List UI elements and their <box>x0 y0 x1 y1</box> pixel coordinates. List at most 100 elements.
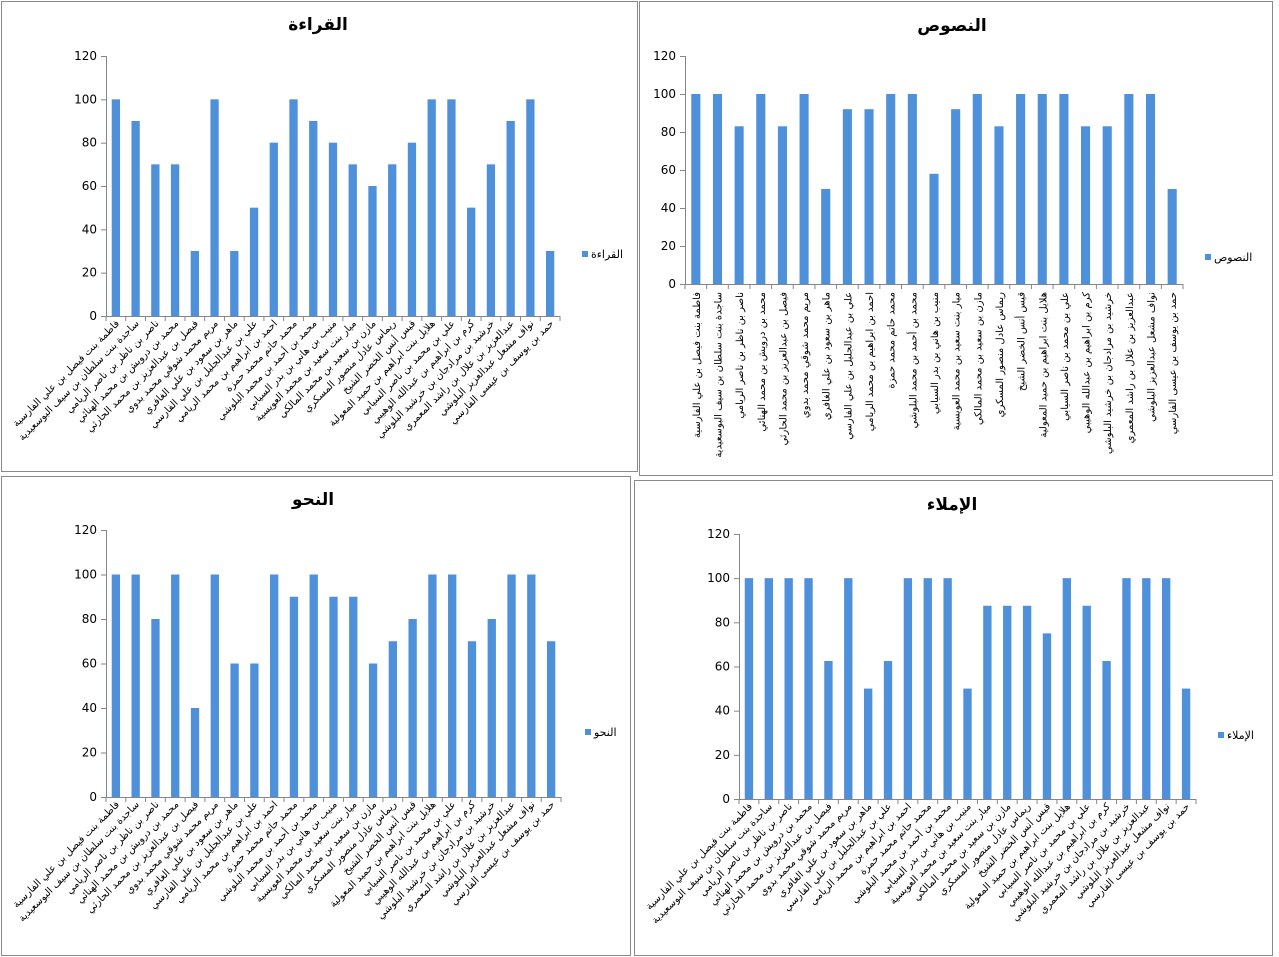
x-category-label: احمد بن ابراهيم بن محمد الريامي <box>865 292 876 431</box>
y-tick-label: 0 <box>668 277 676 291</box>
x-category-label: فاطمة بنت فيصل بن علي الفارسية <box>692 292 703 438</box>
bar <box>269 574 279 797</box>
y-tick-label: 120 <box>653 49 676 63</box>
y-tick-label: 120 <box>707 527 730 541</box>
x-category-label: فيصل بن عبدالعزيز بن محمد الحارثي <box>778 292 789 446</box>
y-tick-label: 20 <box>82 266 97 280</box>
legend-label: الإملاء <box>1227 729 1254 742</box>
bar <box>1003 605 1012 799</box>
bar <box>190 708 200 797</box>
bar <box>230 663 239 797</box>
bar <box>427 99 436 316</box>
y-tick-label: 40 <box>715 704 730 718</box>
y-tick-label: 60 <box>715 660 730 674</box>
y-tick-label: 60 <box>661 163 676 177</box>
bar <box>486 164 496 316</box>
chart-title: النصوص <box>917 16 986 36</box>
x-category-label: ساجدة بنت سلطان بن سيف البوسعيدية <box>713 292 724 458</box>
y-tick-label: 40 <box>82 701 97 715</box>
bar <box>744 578 754 799</box>
bar <box>1016 94 1026 284</box>
bar <box>289 99 298 316</box>
x-category-label: مريم محمد شوقي محمد بدوي <box>800 292 811 418</box>
legend-swatch <box>1218 732 1224 738</box>
x-category-label: ميار بنت سعيد بن محمد العويسية <box>952 292 963 430</box>
y-tick-label: 100 <box>74 92 97 106</box>
y-tick-label: 100 <box>707 571 730 585</box>
bar <box>864 109 874 284</box>
bar <box>1162 578 1171 799</box>
chart-title: الإملاء <box>927 495 978 515</box>
bar <box>545 251 555 316</box>
x-category-label: علي بن عبدالجليل بن علي الفارسي <box>843 292 854 440</box>
bar <box>712 94 723 284</box>
bar <box>447 99 456 316</box>
x-category-label: منيب بن هاني بن بدر السيابي <box>930 292 941 414</box>
bar <box>527 574 536 797</box>
bar <box>309 121 318 316</box>
bar <box>784 578 793 799</box>
bar <box>428 574 437 797</box>
chart-title: النحو <box>291 490 334 510</box>
legend-label: القراءة <box>591 248 623 261</box>
y-tick-label: 80 <box>661 125 676 139</box>
x-category-label: نواف مشعل عبدالعزيز البلوشي <box>1147 292 1158 422</box>
bar <box>210 99 219 316</box>
bar <box>983 605 992 799</box>
y-tick-label: 60 <box>82 657 97 671</box>
bar <box>1122 578 1131 799</box>
bar <box>1042 633 1052 799</box>
bar <box>1102 126 1112 284</box>
y-tick-label: 40 <box>82 222 97 236</box>
bar <box>309 574 318 797</box>
y-tick-label: 100 <box>74 568 97 582</box>
x-category-label: ناصر بن ناظر بن ناصر الريامي <box>735 292 746 419</box>
y-tick-label: 80 <box>82 612 97 626</box>
legend-label: النحو <box>593 726 617 739</box>
bar <box>1142 578 1151 799</box>
bar <box>526 99 535 316</box>
bar <box>883 660 893 799</box>
y-tick-label: 0 <box>722 792 730 806</box>
x-category-label: محمد بن أحمد بن محمد البلوشي <box>906 292 919 428</box>
bar <box>349 596 358 797</box>
bar <box>824 660 833 799</box>
bar <box>1102 660 1111 799</box>
bar <box>506 121 515 316</box>
bar <box>1124 94 1134 284</box>
x-category-label: علي بن محمد بن ناصر السيابي <box>1060 292 1071 421</box>
y-tick-label: 40 <box>661 201 676 215</box>
bar <box>250 663 259 797</box>
bar <box>131 121 140 316</box>
y-tick-label: 0 <box>89 790 97 804</box>
bar <box>1037 94 1047 284</box>
bar <box>388 164 397 316</box>
bar <box>348 164 357 316</box>
bar <box>1167 189 1177 284</box>
bar <box>1081 126 1091 284</box>
bar <box>907 94 917 284</box>
bar <box>408 619 417 797</box>
bar <box>368 663 378 797</box>
bar <box>951 109 961 284</box>
bar <box>151 619 160 797</box>
bar <box>777 126 787 284</box>
y-tick-label: 20 <box>715 748 730 762</box>
chart-panel-1: النصوص 0 20 40 60 80 100 120 فاطمة بنت فيصل بن ع… <box>639 1 1273 476</box>
bar <box>842 109 852 284</box>
bar <box>691 94 701 284</box>
bar <box>487 619 496 797</box>
bar <box>863 688 873 799</box>
bar <box>329 596 338 797</box>
legend-swatch <box>585 729 591 735</box>
bar <box>170 164 180 316</box>
bar <box>804 578 813 799</box>
x-category-label: عبدالعزيز بن علال بن راشد المعمري <box>1125 292 1136 443</box>
bar <box>230 251 239 316</box>
legend-swatch <box>582 251 588 257</box>
bar <box>1022 605 1032 799</box>
